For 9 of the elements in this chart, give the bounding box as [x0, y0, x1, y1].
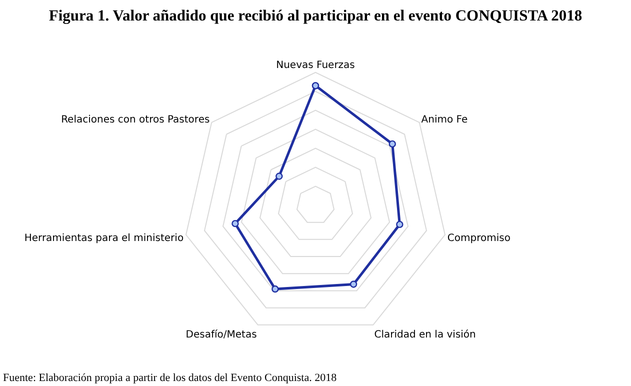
spoke-label: Animo Fe [421, 114, 468, 126]
spoke-label: Relaciones con otros Pastores [61, 114, 210, 126]
spoke-label: Nuevas Fuerzas [276, 60, 355, 71]
spoke-label: Compromiso [447, 232, 510, 244]
source-note: Fuente: Elaboración propia a partir de los datos del Evento Conquista. 2018 [3, 372, 338, 384]
spoke-label: Herramientas para el ministerio [24, 232, 184, 244]
spoke-label: Desafío/Metas [186, 330, 257, 341]
chart-title: Figura 1. Valor añadido que recibió al participar en el evento CONQUISTA 2018 [48, 8, 582, 24]
spoke-label: Claridad en la visión [374, 330, 476, 341]
